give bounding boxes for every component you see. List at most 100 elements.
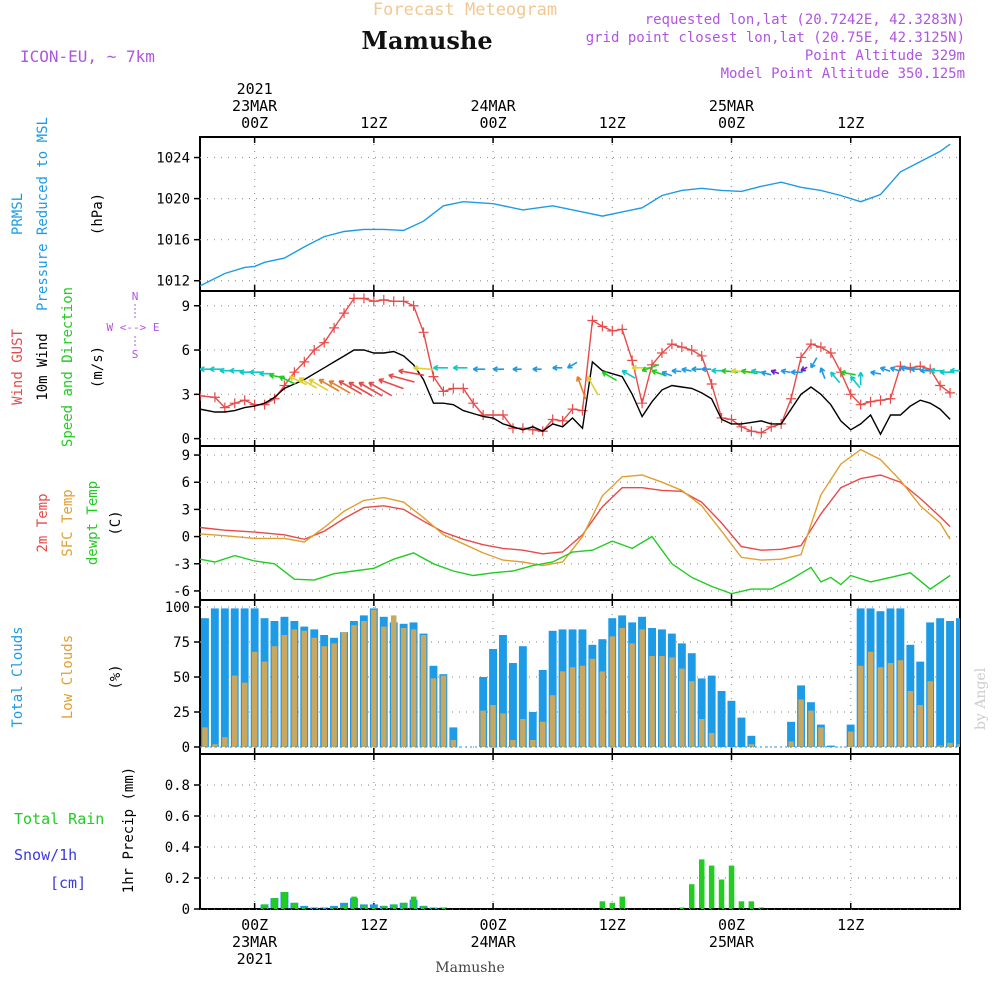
y-axis-label: (hPa)	[90, 193, 106, 235]
wind-direction-arrow	[492, 366, 504, 373]
bar-secondary	[281, 892, 288, 909]
y-tick-label: 1016	[156, 233, 190, 249]
bar-primary	[538, 670, 547, 747]
y-tick-label: 0	[182, 530, 190, 546]
wind-direction-arrow	[278, 375, 297, 385]
wind-direction-arrow	[681, 366, 692, 374]
bar-secondary	[371, 609, 377, 747]
gust-marker	[358, 293, 369, 304]
bar-primary	[489, 649, 497, 747]
bar-secondary	[609, 636, 616, 747]
y-tick-label: 9	[182, 448, 190, 464]
wind-direction-arrow	[348, 381, 373, 397]
series-label: Snow/1h	[14, 846, 77, 864]
gust-marker	[875, 395, 886, 406]
bar-secondary	[361, 621, 367, 747]
y-tick-label: 3	[182, 387, 190, 403]
wind-direction-arrow	[721, 367, 739, 375]
time-label-bottom: 24MAR	[470, 933, 516, 951]
y-tick-label: -6	[173, 584, 190, 600]
wind-direction-arrow	[691, 366, 702, 373]
credit-label: by Angel	[973, 667, 989, 730]
gust-marker	[348, 293, 359, 304]
bar-primary	[826, 745, 835, 747]
bar-primary	[717, 691, 726, 747]
wind-direction-arrow	[358, 381, 383, 397]
bar-secondary	[619, 896, 625, 909]
gust-marker	[398, 296, 409, 307]
y-axis-label: 1hr Precip (mm)	[121, 767, 137, 893]
time-label-top: 00Z	[241, 114, 268, 132]
bar-secondary	[301, 630, 308, 747]
wind-direction-arrow	[566, 361, 578, 369]
bar-secondary	[689, 681, 695, 747]
bar-primary	[946, 621, 954, 747]
bar-secondary	[400, 902, 407, 909]
wind-direction-arrow	[840, 369, 856, 376]
bar-primary	[747, 735, 756, 747]
gust-marker	[617, 324, 628, 335]
series-label: PRMSL	[10, 193, 26, 235]
wind-direction-arrow	[929, 367, 944, 374]
gust-marker	[637, 398, 648, 409]
bar-secondary	[708, 733, 715, 747]
wind-direction-arrow	[388, 373, 415, 383]
wind-direction-arrow	[770, 369, 780, 376]
bar-secondary	[867, 651, 874, 747]
y-axis-label: (C)	[108, 510, 124, 535]
wind-direction-arrow	[810, 357, 818, 369]
gust-marker	[309, 345, 320, 356]
gust-marker	[319, 337, 330, 348]
bar-secondary	[500, 713, 506, 747]
bar-secondary	[679, 668, 685, 747]
series-label: Total Clouds	[10, 626, 26, 727]
series-line	[200, 143, 951, 287]
gust-marker	[805, 339, 816, 350]
wind-direction-arrow	[318, 378, 340, 392]
bar-primary	[518, 646, 527, 747]
wind-direction-arrow	[671, 367, 682, 375]
bar-primary	[956, 618, 960, 747]
bar-secondary	[391, 904, 397, 909]
bar-secondary	[202, 727, 208, 747]
compass-north: N	[132, 290, 139, 303]
panel-frame	[199, 290, 961, 447]
bar-secondary	[669, 657, 675, 747]
wind-direction-arrow	[701, 366, 712, 373]
gust-marker	[676, 342, 687, 353]
gust-marker	[825, 348, 836, 358]
gust-marker	[219, 402, 230, 413]
bar-secondary	[341, 905, 347, 909]
time-label-bottom: 25MAR	[709, 933, 755, 951]
bar-secondary	[987, 736, 993, 747]
series-line	[200, 349, 951, 436]
gust-marker	[885, 393, 896, 404]
bar-secondary	[351, 625, 357, 747]
series-line	[200, 297, 951, 434]
wind-direction-arrow	[601, 371, 618, 382]
bar-secondary	[341, 632, 347, 747]
bar-secondary	[490, 705, 496, 747]
bar-secondary	[450, 740, 457, 747]
gust-marker	[368, 296, 379, 307]
bar-secondary	[857, 665, 864, 747]
bar-secondary	[659, 656, 665, 747]
bar-secondary	[619, 628, 625, 747]
gust-marker	[597, 321, 608, 332]
bar-primary	[300, 905, 309, 909]
gust-marker	[666, 339, 677, 350]
gust-marker	[408, 300, 419, 311]
plot-area	[200, 608, 993, 748]
gust-marker	[746, 426, 757, 437]
series-label: Pressure Reduced to MSL	[35, 117, 51, 311]
bar-primary	[727, 700, 736, 747]
time-label-bottom: 2021	[237, 950, 273, 968]
wind-direction-arrow	[621, 369, 636, 379]
bar-secondary	[222, 737, 228, 747]
bar-secondary	[530, 740, 536, 747]
bar-secondary	[510, 740, 516, 747]
bar-primary	[707, 675, 716, 747]
time-label-bottom: 00Z	[241, 916, 268, 934]
gust-marker	[796, 352, 807, 363]
series-label: 10m Wind	[35, 333, 51, 400]
